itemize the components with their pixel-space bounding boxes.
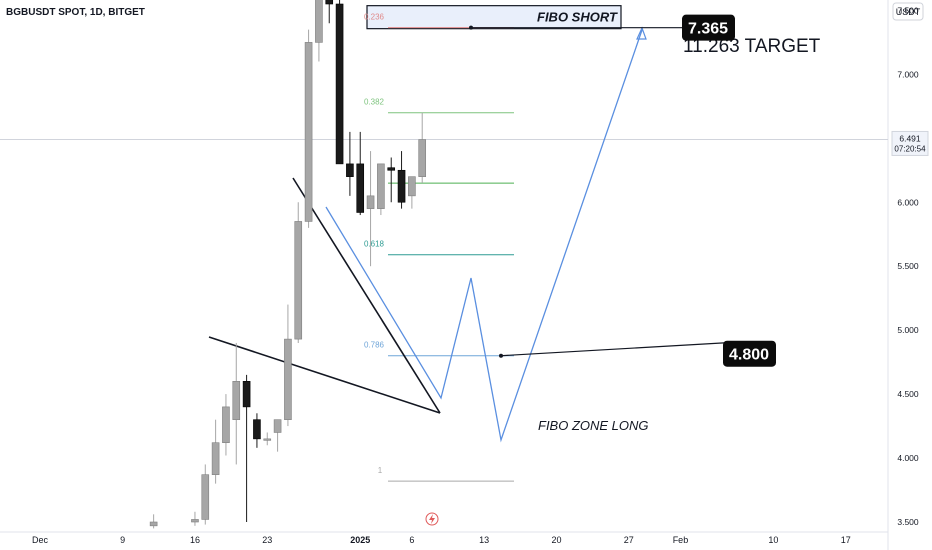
candle-body — [273, 419, 282, 433]
time-tick-label: 10 — [768, 535, 778, 545]
projection-path[interactable] — [325, 29, 643, 443]
time-tick-label: 27 — [624, 535, 634, 545]
time-tick-label: 6 — [409, 535, 414, 545]
price-tick-label: 7.000 — [897, 69, 919, 79]
price-tick-label: 5.500 — [897, 261, 919, 271]
current-price-tag — [891, 130, 929, 156]
price-tick-label: 7.500 — [897, 5, 919, 15]
fib-level-label: 0.618 — [364, 240, 385, 249]
candle-body — [325, 0, 334, 5]
candle-body — [335, 3, 344, 165]
currency-label: USDT — [896, 7, 921, 17]
candle-body — [387, 167, 396, 171]
candle-body — [377, 163, 385, 209]
candle-body — [211, 442, 220, 475]
candle-body — [232, 381, 241, 420]
wedge-upper-line[interactable] — [292, 177, 441, 414]
price-tick-label: 4.500 — [897, 389, 919, 399]
wedge-lower-line[interactable] — [208, 336, 441, 414]
candle-body — [222, 406, 230, 444]
price-tick-label: 4.000 — [897, 453, 919, 463]
fibo-short-zone[interactable] — [366, 5, 622, 30]
fib-level-label: 0.786 — [364, 341, 385, 350]
candle-body — [304, 42, 313, 222]
time-tick-label: 9 — [120, 535, 125, 545]
price-tick-label: 5.000 — [897, 325, 919, 335]
candle-body — [263, 438, 272, 441]
candle-countdown: 07:20:54 — [894, 144, 926, 153]
candle-body — [149, 521, 158, 527]
fib-level-label: 0.236 — [364, 13, 385, 22]
fibo-short-price: 7.365 — [688, 21, 728, 38]
fibo-long-point — [499, 353, 503, 358]
fibo-long-price-box — [723, 340, 776, 367]
candle-body — [418, 139, 427, 177]
fibo-long-label: FIBO ZONE LONG — [538, 418, 649, 433]
price-tick-label: 6.000 — [897, 197, 919, 207]
time-tick-label: 20 — [551, 535, 561, 545]
annotations[interactable]: 11.263 TARGET FIBO SHORT 7.365 FIBO ZONE LO… — [425, 10, 821, 526]
candle-body — [315, 0, 323, 43]
candle-body — [397, 169, 406, 203]
price-axis[interactable]: 3.5004.0004.5005.0005.5006.0006.5007.000… — [891, 0, 929, 527]
fibo-long-leader — [500, 342, 727, 357]
fibo-long-price: 4.800 — [729, 347, 769, 364]
chart-symbol-title: BGBUSDT SPOT, 1D, BITGET — [6, 7, 145, 18]
time-tick-label: 2025 — [350, 535, 370, 545]
projection-arrowhead — [636, 26, 647, 40]
time-tick-label: Dec — [32, 535, 49, 545]
time-tick-label: 16 — [190, 535, 200, 545]
price-tick-label: 3.500 — [897, 517, 919, 527]
candle-body — [356, 163, 365, 213]
fibo-short-price-box — [682, 14, 735, 41]
candle-body — [242, 381, 251, 408]
candle-body — [201, 474, 210, 520]
candles — [149, 0, 427, 529]
time-axis[interactable]: Dec 9 16 23 2025 6 13 20 27 Feb 10 17 — [32, 535, 851, 545]
trendline-drawings[interactable] — [208, 0, 888, 443]
current-price-value: 6.491 — [899, 133, 921, 143]
time-tick-label: 13 — [479, 535, 489, 545]
candle-body — [346, 163, 354, 177]
lightning-icon — [429, 514, 435, 524]
candle-body — [294, 221, 303, 340]
fib-level-label: 0.382 — [364, 98, 385, 107]
candle-body — [366, 195, 375, 209]
grid — [0, 0, 889, 550]
time-tick-label: 17 — [841, 535, 851, 545]
fibo-short-label: FIBO SHORT — [537, 10, 618, 25]
candle-body — [191, 519, 199, 523]
time-tick-label: 23 — [262, 535, 272, 545]
earnings-event-icon[interactable] — [425, 512, 439, 526]
currency-button[interactable] — [892, 2, 924, 21]
candle-body — [408, 176, 416, 197]
target-annotation: 11.263 TARGET — [683, 36, 821, 57]
fibo-short-point — [469, 25, 473, 30]
fib-level-label: 1 — [378, 466, 383, 475]
candle-body — [253, 419, 261, 440]
time-tick-label: Feb — [673, 535, 689, 545]
candle-body — [284, 338, 292, 420]
